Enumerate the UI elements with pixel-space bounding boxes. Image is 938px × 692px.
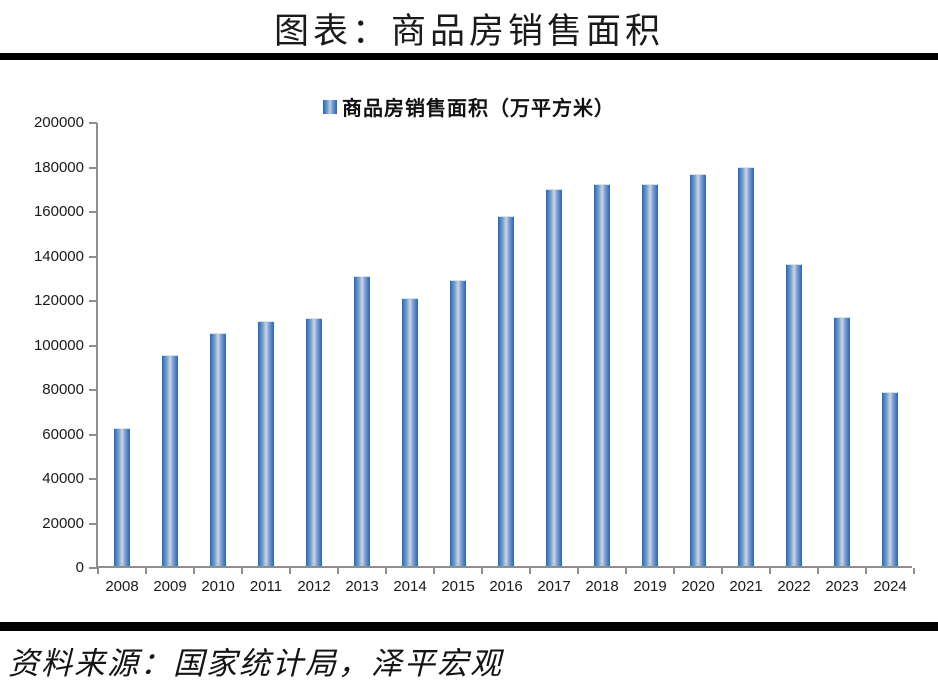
x-axis-tick: [433, 568, 435, 574]
x-axis-label: 2016: [489, 578, 523, 595]
title-divider-rule: [0, 53, 938, 60]
y-axis-label: 60000: [42, 425, 84, 443]
bar-2015: [450, 280, 466, 566]
x-axis-tick: [721, 568, 723, 574]
bar-2008: [114, 427, 130, 566]
x-axis-tick: [385, 568, 387, 574]
bar-2023: [834, 317, 850, 566]
x-axis-label: 2011: [249, 578, 283, 595]
bar-2010: [210, 332, 226, 566]
y-axis-tick: [89, 522, 97, 525]
y-axis-tick: [89, 122, 97, 124]
y-axis-label: 140000: [33, 247, 84, 265]
y-axis-label: 100000: [33, 336, 84, 354]
chart-legend: 商品房销售面积（万平方米）: [0, 92, 938, 121]
x-axis-label: 2017: [537, 578, 571, 595]
y-axis-tick: [89, 211, 97, 213]
y-axis-tick: [89, 567, 97, 569]
x-axis-tick: [241, 568, 243, 574]
x-axis-tick: [481, 568, 483, 574]
footer-divider-rule: [0, 622, 938, 631]
legend-label: 商品房销售面积（万平方米）: [342, 98, 615, 120]
x-axis-label: 2009: [153, 578, 187, 595]
x-axis-tick: [913, 568, 915, 574]
x-axis-tick: [337, 568, 339, 574]
bar-2022: [786, 263, 802, 566]
bar-2011: [258, 321, 274, 566]
x-axis-label: 2022: [777, 578, 811, 595]
x-axis-tick: [289, 568, 291, 574]
y-axis-label: 120000: [33, 292, 84, 309]
y-axis-tick: [89, 166, 97, 169]
x-axis-tick: [193, 568, 195, 574]
x-axis-label: 2010: [201, 578, 235, 595]
x-axis-tick: [97, 568, 99, 574]
bar-2014: [402, 297, 418, 566]
x-axis-label: 2015: [441, 578, 475, 595]
bar-2018: [594, 184, 610, 566]
x-axis-tick: [529, 568, 531, 574]
x-axis-label: 2012: [297, 578, 331, 595]
x-axis-tick: [625, 568, 627, 574]
x-axis-label: 2013: [345, 578, 379, 595]
legend-marker-icon: [323, 99, 337, 114]
y-axis-tick: [89, 344, 97, 347]
x-axis-tick: [817, 568, 819, 574]
source-note: 资料来源：国家统计局，泽平宏观: [8, 646, 503, 681]
x-axis-label: 2014: [393, 578, 427, 595]
bar-2020: [690, 174, 706, 566]
y-axis-label: 180000: [33, 158, 84, 176]
bar-2024: [882, 392, 898, 566]
x-axis-tick: [865, 568, 867, 574]
x-axis-label: 2024: [873, 578, 907, 595]
x-axis-label: 2018: [585, 578, 619, 595]
y-axis-tick: [89, 478, 97, 480]
x-axis-label: 2021: [729, 578, 763, 595]
y-axis-label: 160000: [33, 203, 84, 220]
x-axis-tick: [145, 568, 147, 574]
x-axis-label: 2023: [825, 578, 859, 595]
y-axis-label: 40000: [42, 470, 84, 487]
x-axis-tick: [769, 568, 771, 574]
x-axis-label: 2020: [681, 578, 715, 595]
y-axis-label: 200000: [33, 114, 84, 131]
y-axis-label: 80000: [42, 381, 84, 398]
chart-title: 图表：商品房销售面积: [273, 12, 664, 51]
x-axis-label: 2008: [105, 578, 139, 595]
y-axis-label: 20000: [42, 514, 84, 532]
bar-2019: [642, 184, 658, 566]
y-axis-tick: [89, 389, 97, 391]
bar-2016: [498, 215, 514, 566]
y-axis-label: 0: [75, 559, 84, 576]
bar-2021: [738, 166, 754, 566]
bar-2009: [162, 355, 178, 566]
bar-2013: [354, 275, 370, 566]
y-axis-tick: [89, 255, 97, 258]
x-axis-label: 2019: [633, 578, 667, 595]
bar-2012: [306, 318, 322, 566]
x-axis-tick: [577, 568, 579, 574]
plot-area: 0 20000 40000 60000 80000 100000 120000 140000 1…: [34, 114, 915, 595]
y-axis-tick: [89, 433, 97, 436]
y-axis-tick: [89, 300, 97, 302]
x-axis-tick: [673, 568, 675, 574]
bar-2017: [546, 189, 562, 566]
